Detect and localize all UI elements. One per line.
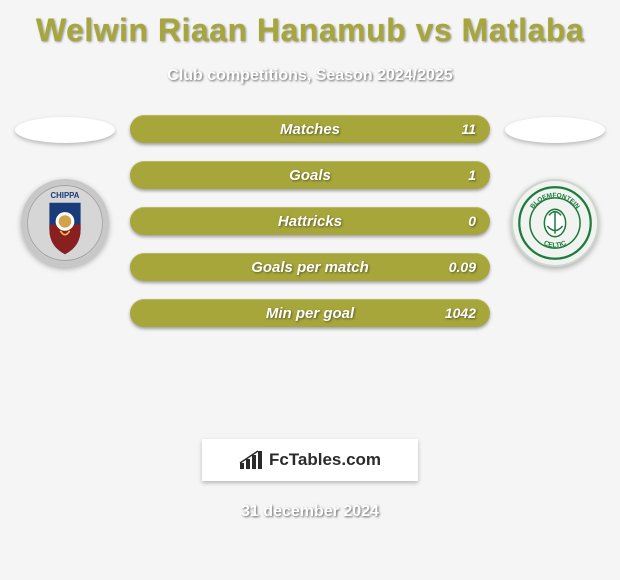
svg-text:BLOEMFONTEIN: BLOEMFONTEIN (529, 192, 581, 210)
stat-label: Matches (280, 121, 340, 138)
stat-bar-goals: Goals 1 (130, 161, 490, 189)
stat-label: Goals (289, 167, 331, 184)
left-player-oval (15, 117, 115, 143)
content-area: CHIPPA BLOEMFONTEIN (0, 115, 620, 415)
svg-text:CELTIC: CELTIC (543, 240, 568, 250)
stat-bar-matches: Matches 11 (130, 115, 490, 143)
left-player-column: CHIPPA (10, 115, 120, 267)
stat-bar-goals-per-match: Goals per match 0.09 (130, 253, 490, 281)
bloemfontein-celtic-logo-icon: BLOEMFONTEIN CELTIC (517, 185, 593, 261)
stat-value-right: 0 (468, 213, 476, 229)
left-club-logo: CHIPPA (21, 179, 109, 267)
brand-text: FcTables.com (269, 450, 381, 470)
stat-bar-min-per-goal: Min per goal 1042 (130, 299, 490, 327)
comparison-subtitle: Club competitions, Season 2024/2025 (0, 67, 620, 85)
stat-label: Hattricks (278, 213, 342, 230)
right-player-oval (505, 117, 605, 143)
stat-value-right: 0.09 (449, 259, 476, 275)
stat-value-right: 11 (461, 121, 476, 137)
svg-text:CHIPPA: CHIPPA (51, 191, 80, 200)
stat-value-right: 1042 (445, 305, 476, 321)
bars-chart-icon (239, 450, 263, 470)
footer-date: 31 december 2024 (0, 503, 620, 521)
stat-label: Min per goal (266, 305, 354, 322)
brand-box: FcTables.com (202, 439, 418, 481)
stat-bars: Matches 11 Goals 1 Hattricks 0 Goals per… (130, 115, 490, 327)
comparison-title: Welwin Riaan Hanamub vs Matlaba (0, 0, 620, 49)
chippa-logo-icon: CHIPPA (26, 184, 104, 262)
right-player-column: BLOEMFONTEIN CELTIC (500, 115, 610, 267)
right-club-logo: BLOEMFONTEIN CELTIC (511, 179, 599, 267)
stat-bar-hattricks: Hattricks 0 (130, 207, 490, 235)
stat-label: Goals per match (251, 259, 369, 276)
stat-value-right: 1 (468, 167, 476, 183)
